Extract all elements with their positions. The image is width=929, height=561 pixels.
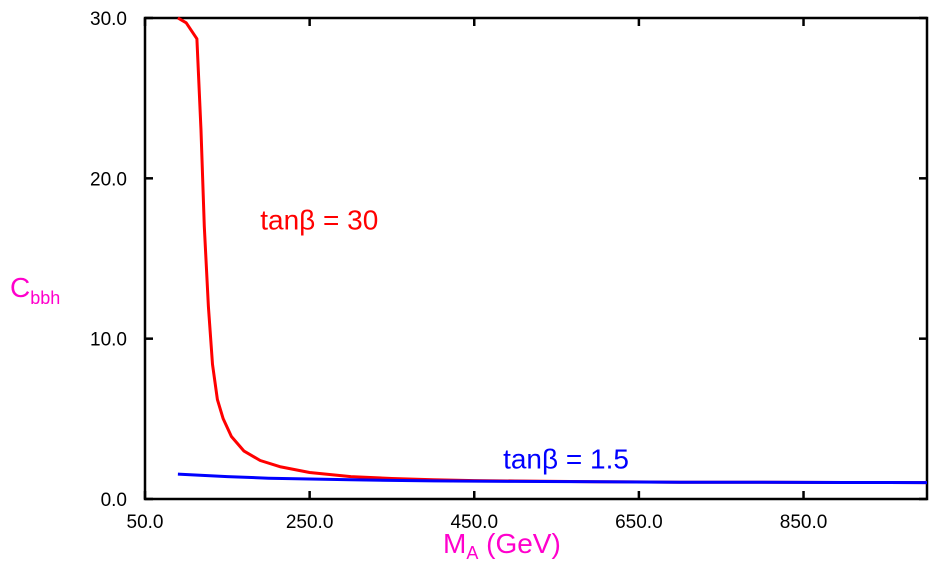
x-axis-title-subscript: A <box>466 543 478 561</box>
label-tanb-30: tanβ = 30 <box>260 205 378 236</box>
x-tick-label: 50.0 <box>127 512 164 533</box>
x-tick-label: 850.0 <box>780 512 828 533</box>
axes-frame <box>143 16 929 501</box>
label-tanb-1-5: tanβ = 1.5 <box>503 444 629 475</box>
series-labels: tanβ = 30 tanβ = 1.5 <box>260 205 629 475</box>
y-tick-label: 0.0 <box>101 490 127 511</box>
series-lines <box>177 16 928 485</box>
x-tick-label: 450.0 <box>450 512 498 533</box>
series-line-tanb-1-5 <box>177 472 928 485</box>
y-axis-title: Cbbh <box>10 272 60 308</box>
y-tick-label: 10.0 <box>90 330 127 351</box>
plot-frame <box>143 16 929 501</box>
x-tick-label: 250.0 <box>286 512 334 533</box>
x-axis-title-unit: (GeV) <box>478 528 560 559</box>
series-line-tanb-30 <box>177 16 928 485</box>
axis-ticks: 50.0 250.0 450.0 650.0 850.0 0.0 10.0 20.0 30.0 <box>90 9 927 533</box>
y-axis-title-subscript: bbh <box>30 288 60 308</box>
y-tick-label: 20.0 <box>90 169 127 190</box>
y-tick-label: 30.0 <box>90 9 127 30</box>
x-tick-label: 650.0 <box>615 512 663 533</box>
x-axis-title: MA (GeV) <box>443 528 561 561</box>
